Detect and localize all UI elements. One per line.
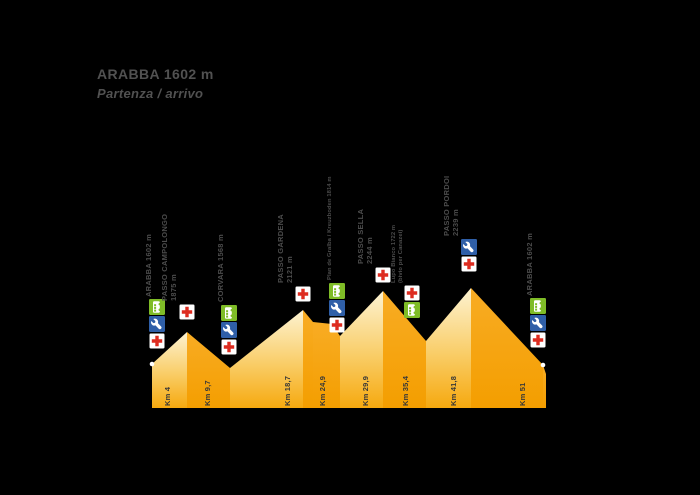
route-endpoint-markers xyxy=(149,361,546,368)
title-start-finish: Partenza / arrivo xyxy=(97,86,204,101)
title-location: ARABBA 1602 m xyxy=(97,66,214,82)
first-aid-cross-icon xyxy=(149,333,165,349)
wrench-icon xyxy=(461,239,477,255)
wrench-icon xyxy=(221,322,237,338)
profile-descent-segment xyxy=(313,322,332,408)
first-aid-cross-icon xyxy=(530,332,546,348)
profile-ascent-segment xyxy=(340,291,383,408)
page-title: ARABBA 1602 m Partenza / arrivo xyxy=(97,66,214,101)
first-aid-cross-icon xyxy=(461,256,477,272)
station-name: Lupo Bianco 1722 m xyxy=(391,224,397,283)
profile-descent-segment xyxy=(471,288,543,408)
first-aid-cross-icon xyxy=(179,304,195,320)
station-label-passo-campolongo: PASSO CAMPOLONGO 1875 m xyxy=(160,126,178,301)
station-label-passo-gardena: PASSO GARDENA 2121 m xyxy=(276,108,294,283)
km-marker-label: Km 9,7 xyxy=(203,380,212,406)
station-name: PASSO CAMPOLONGO xyxy=(160,213,169,301)
km-marker-label: Km 35,4 xyxy=(401,375,410,406)
profile-ascent-segment xyxy=(426,288,471,408)
profile-ascent-segment xyxy=(152,332,187,408)
station-name: ARABBA 1602 m xyxy=(143,234,153,297)
profile-ascent-segment xyxy=(230,310,303,408)
km-marker-label: Km 4 xyxy=(163,386,172,406)
station-label-arabba-start: ARABBA 1602 m xyxy=(144,122,153,297)
profile-descent-segment xyxy=(187,332,230,408)
station-altitude: 2121 m xyxy=(285,256,294,283)
station-name: PASSO GARDENA xyxy=(276,214,285,283)
station-name: ARABBA 1602 m xyxy=(524,233,534,296)
shuttle-bus-icon xyxy=(221,305,237,321)
first-aid-cross-icon xyxy=(295,286,311,302)
station-label-passo-sella: PASSO SELLA 2244 m xyxy=(356,89,374,264)
station-label-arabba-end: ARABBA 1602 m xyxy=(525,121,534,296)
shuttle-bus-icon xyxy=(530,298,546,314)
station-label-lupo-bianco: Lupo Bianco 1722 m (bivio per Canazei) xyxy=(391,148,405,283)
station-name: PASSO SELLA xyxy=(356,208,365,264)
station-label-passo-pordoi: PASSO PORDOI 2239 m xyxy=(442,61,460,236)
station-altitude: (bivio per Canazei) xyxy=(398,229,404,283)
wrench-icon xyxy=(149,316,165,332)
station-name: CORVARA 1568 m xyxy=(215,234,225,302)
profile-descent-segment xyxy=(543,365,546,408)
shuttle-bus-icon xyxy=(149,299,165,315)
station-altitude: 1875 m xyxy=(169,274,178,301)
station-name: PASSO PORDOI xyxy=(442,175,451,236)
km-marker-label: Km 29,9 xyxy=(361,375,370,406)
station-label-plan-de-gralba: Plan de Gralba / Kreuzboden 1814 m xyxy=(327,145,334,280)
wrench-icon xyxy=(530,315,546,331)
route-endpoint-marker xyxy=(149,361,155,367)
km-marker-label: Km 24,9 xyxy=(318,375,327,406)
shuttle-bus-icon xyxy=(329,283,345,299)
profile-bands xyxy=(152,288,546,408)
profile-descent-segment xyxy=(383,291,426,408)
km-marker-label: Km 41,8 xyxy=(449,375,458,406)
first-aid-cross-icon xyxy=(404,285,420,301)
km-marker-label: Km 18,7 xyxy=(283,375,292,406)
wrench-icon xyxy=(329,300,345,316)
km-marker-label: Km 51 xyxy=(518,382,527,406)
station-altitude: 2239 m xyxy=(451,209,460,236)
station-name: Plan de Gralba / Kreuzboden 1814 m xyxy=(326,176,333,280)
shuttle-bus-icon xyxy=(404,302,420,318)
station-label-corvara: CORVARA 1568 m xyxy=(216,127,225,302)
first-aid-cross-icon xyxy=(221,339,237,355)
station-altitude: 2244 m xyxy=(365,237,374,264)
profile-descent-segment xyxy=(303,310,313,408)
first-aid-cross-icon xyxy=(329,317,345,333)
profile-descent-segment xyxy=(332,324,340,408)
route-endpoint-marker xyxy=(540,362,546,368)
first-aid-cross-icon xyxy=(375,267,391,283)
